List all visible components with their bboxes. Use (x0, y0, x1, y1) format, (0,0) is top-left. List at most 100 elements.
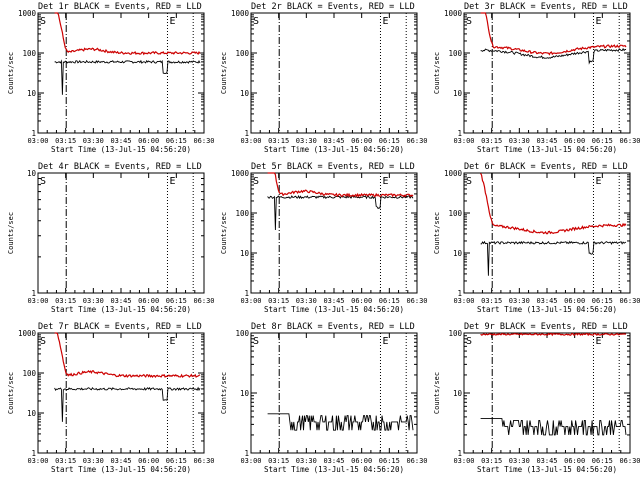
x-tick-label: 03:45 (536, 457, 557, 465)
x-tick-label: 06:00 (351, 457, 372, 465)
y-tick-label: 1 (244, 129, 249, 138)
x-tick-label: 06:30 (406, 297, 427, 305)
start-marker-label: S (40, 336, 46, 347)
chart-title: Det 7r BLACK = Events, RED = LLD (38, 322, 202, 332)
chart-panel-7: Det 7r BLACK = Events, RED = LLD 1 10 100 10… (7, 322, 215, 474)
plot-frame (250, 12, 418, 134)
x-tick-label: 06:30 (193, 457, 214, 465)
x-tick-label: 03:45 (110, 457, 131, 465)
x-tick-label: 06:00 (138, 137, 159, 145)
x-tick-label: 03:00 (453, 457, 474, 465)
end-marker-label: E (382, 336, 388, 347)
plot-frame (250, 172, 418, 294)
x-tick-label: 03:15 (268, 137, 289, 145)
x-axis-label: Start Time (13-Jul-15 04:56:20) (51, 145, 191, 154)
chart-panel-2: Det 2r BLACK = Events, RED = LLD 1 10 100 10… (220, 2, 428, 154)
x-tick-label: 06:00 (138, 297, 159, 305)
series-line-2 (480, 332, 627, 337)
y-tick-label: 1 (31, 289, 36, 298)
x-tick-label: 03:30 (509, 457, 530, 465)
y-axis-label: Counts/sec (7, 52, 15, 94)
y-tick-label: 1 (244, 449, 249, 458)
start-marker-label: S (466, 176, 472, 187)
y-tick-label: 10 (240, 249, 250, 258)
series-line-2 (54, 12, 201, 56)
x-tick-label: 03:00 (453, 297, 474, 305)
start-marker-label: S (466, 16, 472, 27)
x-tick-label: 06:00 (351, 297, 372, 305)
end-marker-label: E (595, 16, 601, 27)
start-marker-label: S (253, 16, 259, 27)
chart-panel-5: Det 5r BLACK = Events, RED = LLD 1 10 100 10… (220, 162, 428, 314)
x-tick-label: 03:45 (110, 137, 131, 145)
chart-panel-1: Det 1r BLACK = Events, RED = LLD 1 10 100 10… (7, 2, 215, 154)
start-marker-label: S (466, 336, 472, 347)
plot-frame (463, 332, 631, 454)
x-tick-label: 03:00 (453, 137, 474, 145)
x-tick-label: 03:30 (83, 457, 104, 465)
x-tick-label: 03:15 (268, 297, 289, 305)
x-tick-label: 03:00 (240, 297, 261, 305)
x-tick-label: 03:00 (240, 137, 261, 145)
y-tick-label: 100 (235, 49, 249, 58)
y-tick-label: 10 (453, 389, 463, 398)
end-marker-label: E (595, 176, 601, 187)
y-axis-label: Counts/sec (7, 372, 15, 414)
x-tick-label: 06:15 (166, 297, 187, 305)
chart-title: Det 5r BLACK = Events, RED = LLD (251, 162, 415, 172)
x-tick-label: 03:15 (268, 457, 289, 465)
chart-panel-3: Det 3r BLACK = Events, RED = LLD 1 10 100 10… (433, 2, 640, 154)
x-tick-label: 06:30 (619, 297, 640, 305)
x-tick-label: 06:30 (619, 137, 640, 145)
chart-panel-4: Det 4r BLACK = Events, RED = LLD 1 10 Count… (7, 162, 215, 314)
x-tick-label: 03:00 (27, 457, 48, 465)
chart-title: Det 4r BLACK = Events, RED = LLD (38, 162, 202, 172)
y-axis-label: Counts/sec (433, 52, 441, 94)
plot-frame (37, 172, 205, 294)
x-tick-label: 03:15 (481, 297, 502, 305)
y-tick-label: 1 (31, 129, 36, 138)
x-axis-label: Start Time (13-Jul-15 04:56:20) (264, 465, 404, 474)
chart-panel-9: Det 9r BLACK = Events, RED = LLD 1 10 100 Co… (433, 322, 640, 474)
x-tick-label: 06:30 (193, 297, 214, 305)
x-tick-label: 06:15 (592, 297, 613, 305)
x-tick-label: 03:00 (27, 137, 48, 145)
x-tick-label: 03:30 (83, 137, 104, 145)
x-tick-label: 03:15 (55, 137, 76, 145)
y-axis-label: Counts/sec (220, 52, 228, 94)
y-axis-label: Counts/sec (220, 212, 228, 254)
y-tick-label: 1000 (231, 9, 250, 18)
y-axis-label: Counts/sec (7, 212, 15, 254)
x-axis-label: Start Time (13-Jul-15 04:56:20) (477, 465, 617, 474)
series-line-1 (267, 194, 414, 231)
y-tick-label: 1 (244, 289, 249, 298)
x-tick-label: 06:30 (406, 137, 427, 145)
x-tick-label: 03:30 (296, 457, 317, 465)
x-tick-label: 03:30 (509, 137, 530, 145)
end-marker-label: E (169, 176, 175, 187)
x-axis-label: Start Time (13-Jul-15 04:56:20) (477, 145, 617, 154)
chart-title: Det 8r BLACK = Events, RED = LLD (251, 322, 415, 332)
chart-title: Det 6r BLACK = Events, RED = LLD (464, 162, 628, 172)
series-line-1 (54, 59, 201, 95)
x-tick-label: 06:00 (564, 137, 585, 145)
y-tick-label: 100 (22, 369, 36, 378)
chart-title: Det 2r BLACK = Events, RED = LLD (251, 2, 415, 12)
x-tick-label: 03:45 (110, 297, 131, 305)
x-axis-label: Start Time (13-Jul-15 04:56:20) (264, 145, 404, 154)
y-tick-label: 100 (235, 329, 249, 338)
x-axis-label: Start Time (13-Jul-15 04:56:20) (264, 305, 404, 314)
series-line-1 (267, 413, 414, 431)
x-tick-label: 03:45 (323, 297, 344, 305)
y-tick-label: 100 (235, 209, 249, 218)
x-tick-label: 03:45 (323, 137, 344, 145)
x-tick-label: 03:15 (55, 297, 76, 305)
y-tick-label: 100 (448, 49, 462, 58)
x-tick-label: 03:30 (83, 297, 104, 305)
y-tick-label: 10 (240, 389, 250, 398)
x-tick-label: 03:45 (536, 297, 557, 305)
y-tick-label: 10 (453, 89, 463, 98)
chart-title: Det 3r BLACK = Events, RED = LLD (464, 2, 628, 12)
end-marker-label: E (169, 16, 175, 27)
